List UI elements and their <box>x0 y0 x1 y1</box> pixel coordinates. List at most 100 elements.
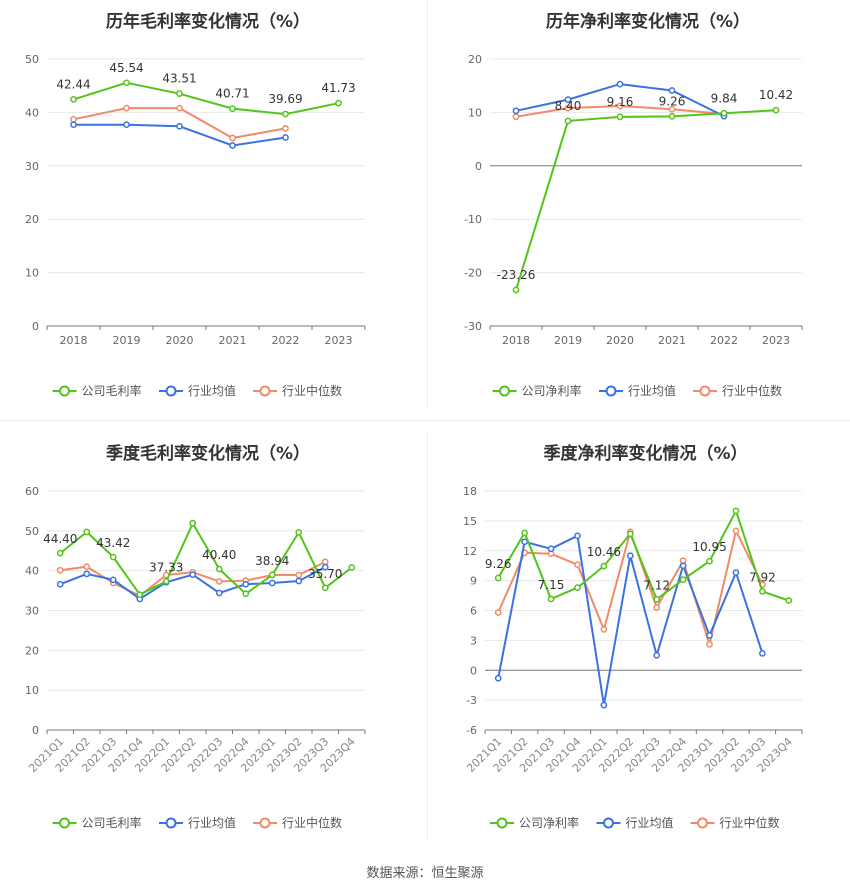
legend-marker <box>165 817 177 829</box>
data-point-company <box>136 591 144 598</box>
series-line-company <box>59 521 353 596</box>
legend-marker <box>603 817 614 829</box>
legend-label: 公司毛利率 <box>82 383 142 398</box>
y-tick-label: 50 <box>25 53 39 66</box>
legend-item-avg[interactable]: 行业均值 <box>596 815 674 830</box>
legend-item-company[interactable]: 公司净利率 <box>490 815 579 830</box>
data-point-company <box>215 565 223 573</box>
y-tick-label: 12 <box>463 545 477 558</box>
data-point-avg <box>189 571 197 578</box>
legend-label: 公司毛利率 <box>82 815 142 830</box>
data-point-avg <box>626 552 634 560</box>
series-line-company <box>515 109 777 291</box>
data-point-median <box>668 105 676 113</box>
data-point-company <box>321 584 329 592</box>
legend-item-avg[interactable]: 行业均值 <box>159 815 236 830</box>
data-label: 45.54 <box>109 61 143 75</box>
data-label: 9.26 <box>485 557 512 571</box>
x-tick-label: 2019 <box>554 334 582 347</box>
x-tick-label: 2018 <box>60 334 88 347</box>
data-point-median <box>564 104 572 112</box>
data-point-company <box>348 564 356 571</box>
data-point-avg <box>215 589 223 597</box>
legend-item-company[interactable]: 公司毛利率 <box>52 383 142 398</box>
x-tick-label: 2019 <box>113 334 141 347</box>
y-tick-label: 0 <box>32 320 39 333</box>
legend-item-median[interactable]: 行业中位数 <box>253 383 342 398</box>
data-label: 43.42 <box>96 536 130 550</box>
data-point-company <box>176 90 183 98</box>
data-point-avg <box>321 563 329 571</box>
legend-item-company[interactable]: 公司净利率 <box>492 383 582 398</box>
y-tick-label: 20 <box>25 644 39 657</box>
y-tick-label: 0 <box>32 724 39 737</box>
data-point-median <box>653 604 661 611</box>
data-point-avg <box>229 142 236 149</box>
data-point-avg <box>268 579 276 587</box>
legend-item-median[interactable]: 行业中位数 <box>690 815 780 830</box>
data-point-company <box>56 549 64 557</box>
data-point-avg <box>706 632 713 639</box>
legend-item-avg[interactable]: 行业均值 <box>599 383 676 398</box>
data-point-median <box>215 578 223 585</box>
data-label: 10.95 <box>692 540 726 554</box>
data-point-avg <box>494 674 502 682</box>
data-point-company <box>109 553 117 561</box>
data-label: 10.46 <box>587 545 621 559</box>
data-point-company <box>83 528 91 536</box>
y-tick-label: -20 <box>464 267 482 280</box>
y-tick-label: -6 <box>466 724 477 737</box>
y-tick-label: 30 <box>25 160 39 173</box>
data-label: 9.26 <box>659 94 686 108</box>
data-point-company <box>189 519 197 527</box>
data-label: 40.40 <box>202 548 236 562</box>
data-point-company <box>70 96 77 103</box>
data-point-company <box>229 105 236 112</box>
x-tick-label: 2020 <box>166 334 194 347</box>
legend-label: 行业中位数 <box>720 815 780 830</box>
series-line-avg <box>497 534 764 706</box>
legend-item-median[interactable]: 行业中位数 <box>253 815 342 830</box>
data-point-avg <box>109 576 117 584</box>
legend-item-company[interactable]: 公司毛利率 <box>52 815 142 830</box>
legend-item-avg[interactable]: 行业均值 <box>159 383 236 398</box>
data-label: 8.40 <box>555 99 582 113</box>
data-point-median <box>321 558 329 566</box>
series-line-company <box>497 508 790 602</box>
y-tick-label: 40 <box>25 565 39 578</box>
legend-marker <box>165 385 177 397</box>
vertical-divider-top <box>427 0 428 408</box>
legend-label: 行业均值 <box>628 383 676 398</box>
y-tick-label: 3 <box>470 634 477 647</box>
data-point-median <box>83 563 91 571</box>
legend-label: 行业中位数 <box>282 815 342 830</box>
x-tick-label: 2023 <box>762 334 790 347</box>
legend-item-median[interactable]: 行业中位数 <box>693 383 782 398</box>
series-line-company <box>73 81 339 116</box>
data-label: 35.70 <box>308 567 342 581</box>
data-label: 42.44 <box>56 77 90 91</box>
data-point-avg <box>653 651 661 659</box>
data-point-median <box>706 641 713 648</box>
data-point-avg <box>668 87 676 94</box>
data-point-company <box>242 590 250 598</box>
annual-net-margin-chart: 历年净利率变化情况（%） -30 -20 -10 0 10 20 2018 2019 2020 20… <box>464 11 803 398</box>
y-tick-label: 18 <box>463 485 477 498</box>
y-tick-label: -3 <box>466 694 477 707</box>
data-point-median <box>574 561 581 569</box>
quarterly-net-margin-chart: 季度净利率变化情况（%）-6-303691215182021Q12021Q220… <box>463 443 803 830</box>
data-point-company <box>574 584 581 591</box>
data-point-avg <box>295 577 303 585</box>
data-point-median <box>494 609 502 616</box>
data-point-median <box>600 626 608 633</box>
y-tick-label: 30 <box>25 605 39 618</box>
data-point-avg <box>679 562 687 570</box>
y-tick-label: 0 <box>475 160 482 173</box>
legend-marker <box>699 385 711 397</box>
y-tick-label: 0 <box>470 664 477 677</box>
x-tick-label: 2021 <box>219 334 247 347</box>
data-point-avg <box>242 580 250 588</box>
x-tick-label: 2022 <box>710 334 738 347</box>
legend-marker <box>259 385 271 397</box>
data-source: 数据来源：恒生聚源 <box>366 866 484 881</box>
